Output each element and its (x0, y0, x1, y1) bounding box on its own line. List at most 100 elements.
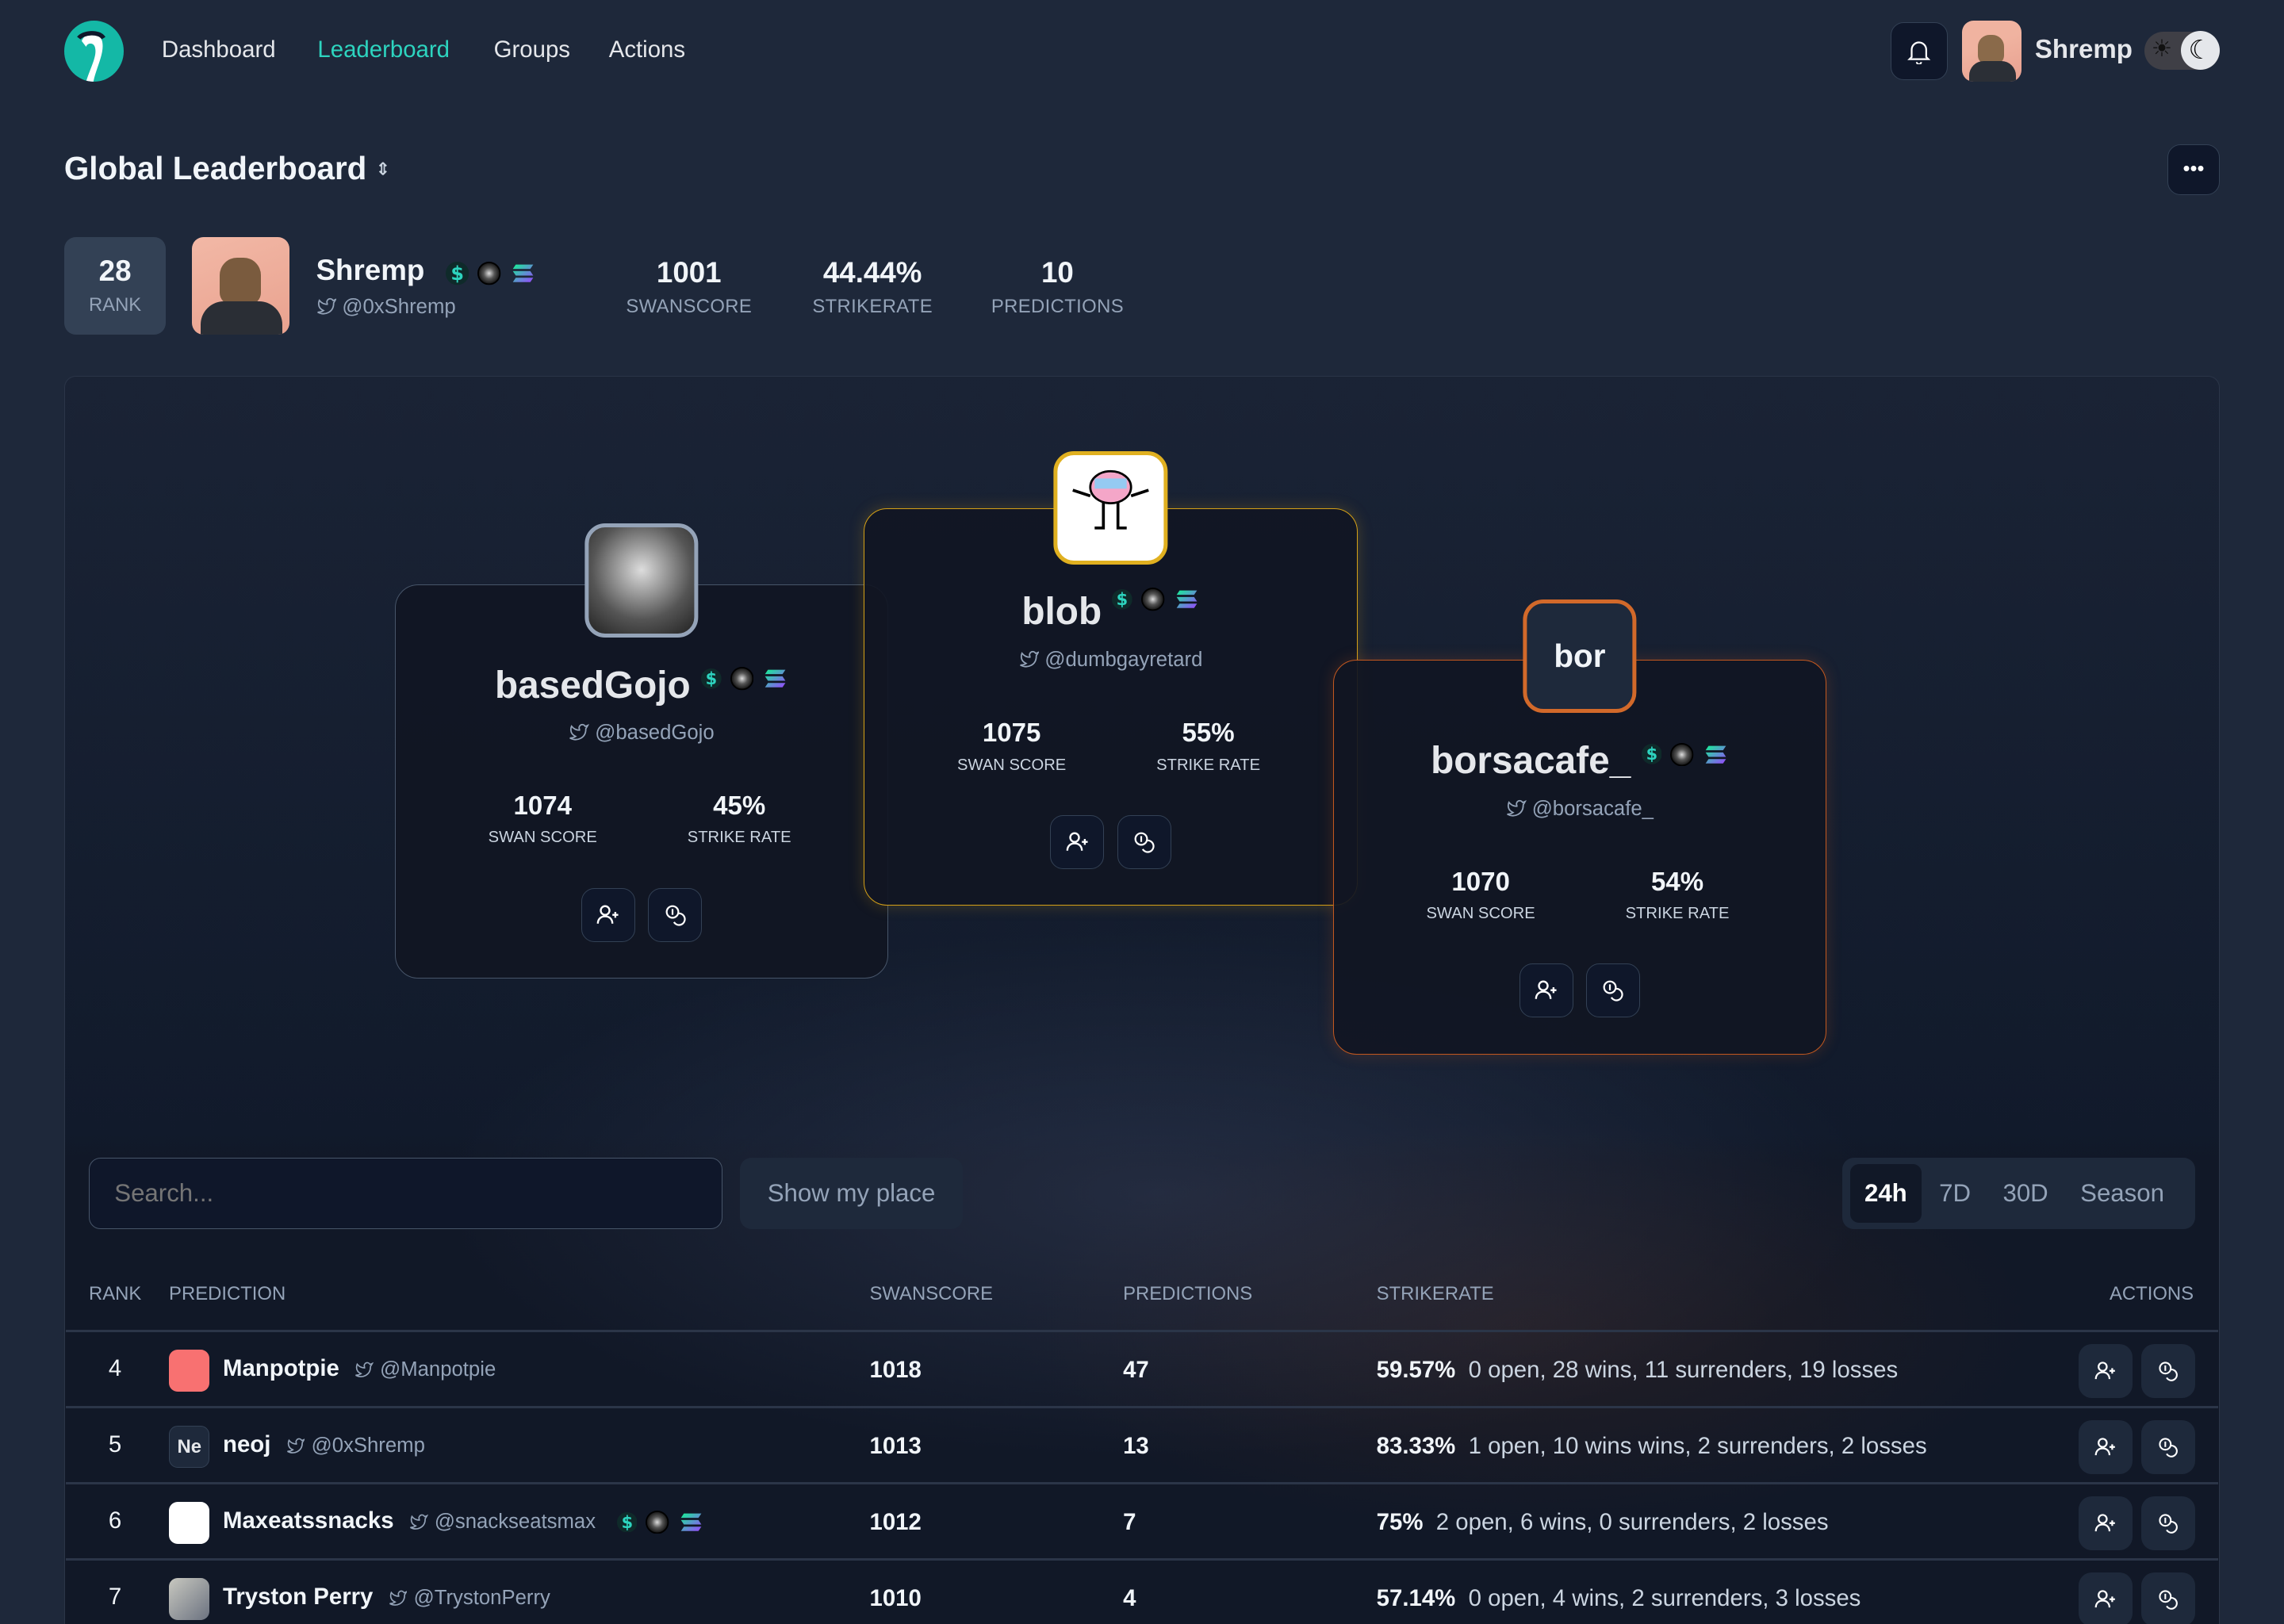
user-plus-icon (2094, 1588, 2117, 1611)
solana-badge-icon (678, 1511, 704, 1534)
row-player[interactable]: Tryston Perry @TrystonPerry (223, 1584, 550, 1611)
bet-button[interactable] (2140, 1419, 2195, 1474)
row-name: Maxeatssnacks (223, 1507, 394, 1534)
row-rank: 4 (108, 1355, 122, 1382)
rank-label: RANK (88, 293, 142, 316)
follow-button[interactable] (1050, 814, 1105, 869)
podium-strikerate: 45% (713, 791, 766, 822)
show-my-place-button[interactable]: Show my place (740, 1158, 964, 1230)
dollar-badge-icon (446, 262, 469, 285)
logo-icon[interactable] (63, 20, 125, 82)
badges (446, 262, 536, 285)
notifications-button[interactable] (1891, 21, 1948, 80)
table-row[interactable]: 6 Maxeatssnacks @snackseatsmax 1012 7 75… (65, 1482, 2219, 1558)
user-plus-icon (1535, 979, 1558, 1002)
user-avatar[interactable] (1962, 20, 2022, 82)
col-predictions[interactable]: PREDICTIONS (1123, 1283, 1253, 1305)
follow-button[interactable] (2078, 1572, 2133, 1624)
tab-30d[interactable]: 30D (2002, 1179, 2048, 1208)
podium-card-2: basedGojo @basedGojo 1074 SWAN SCORE 45% S… (394, 523, 889, 979)
row-strikerate: 57.14% 0 open, 4 wins, 2 surrenders, 3 l… (1376, 1585, 1861, 1612)
orb-badge-icon (1670, 743, 1693, 766)
coins-icon (2157, 1588, 2179, 1611)
orb-badge-icon (730, 667, 753, 690)
col-strikerate[interactable]: STRIKERATE (1376, 1283, 1494, 1305)
coins-icon (2157, 1360, 2179, 1382)
my-swanscore: 1001 SWANSCORE (626, 256, 753, 317)
nav-leaderboard[interactable]: Leaderboard (317, 36, 450, 63)
search-input[interactable] (89, 1158, 722, 1230)
nav-groups[interactable]: Groups (493, 36, 570, 63)
row-predictions: 13 (1123, 1433, 1149, 1460)
row-strikerate: 75% 2 open, 6 wins, 0 surrenders, 2 loss… (1376, 1509, 1829, 1536)
podium-swanscore: 1075 (982, 718, 1041, 749)
follow-button[interactable] (2078, 1343, 2133, 1398)
podium-card-1: blob @dumbgayretard 1075 SWAN SCORE 55% ST… (864, 450, 1358, 906)
follow-button[interactable] (581, 887, 635, 942)
follow-button[interactable] (2078, 1496, 2133, 1550)
stat-label: STRIKE RATE (1625, 904, 1730, 922)
col-swanscore[interactable]: SWANSCORE (869, 1283, 994, 1305)
coins-icon (664, 903, 687, 926)
my-avatar (192, 237, 290, 335)
podium-handle[interactable]: @basedGojo (396, 722, 888, 745)
bet-button[interactable] (2140, 1572, 2195, 1624)
badges (617, 1511, 704, 1534)
col-prediction[interactable]: PREDICTION (169, 1283, 286, 1305)
row-player[interactable]: Maxeatssnacks @snackseatsmax (223, 1507, 704, 1534)
dollar-badge-icon (1642, 744, 1662, 764)
twitter-icon (354, 1360, 374, 1379)
nav-dashboard[interactable]: Dashboard (161, 36, 276, 63)
my-handle[interactable]: @0xShremp (316, 296, 456, 319)
twitter-icon (409, 1512, 428, 1531)
my-strikerate: 44.44% STRIKERATE (812, 256, 933, 317)
dollar-badge-icon (701, 668, 722, 689)
twitter-icon (286, 1436, 305, 1455)
page-title[interactable]: Global Leaderboard ⇕ (63, 150, 391, 187)
tab-season[interactable]: Season (2080, 1179, 2165, 1208)
sun-icon: ☀ (2151, 36, 2173, 63)
stat-label: STRIKE RATE (687, 829, 791, 847)
row-player[interactable]: Manpotpie @Manpotpie (223, 1355, 496, 1382)
user-name[interactable]: Shremp (2034, 35, 2133, 65)
more-options-button[interactable]: ••• (2167, 144, 2221, 196)
table-row[interactable]: 5 Ne neoj @0xShremp 1013 13 83.33% 1 ope… (65, 1405, 2219, 1482)
podium-handle[interactable]: @dumbgayretard (864, 649, 1357, 672)
table-row[interactable]: 7 Tryston Perry @TrystonPerry 1010 4 57.… (65, 1558, 2219, 1624)
user-plus-icon (596, 903, 619, 926)
bet-button[interactable] (1117, 814, 1171, 869)
row-strikerate: 59.57% 0 open, 28 wins, 11 surrenders, 1… (1376, 1357, 1899, 1384)
my-name-row: Shremp (316, 254, 536, 287)
user-plus-icon (2094, 1512, 2117, 1534)
coins-icon (1132, 830, 1155, 853)
podium-handle[interactable]: @borsacafe_ (1334, 798, 1826, 821)
bet-button[interactable] (2140, 1343, 2195, 1398)
user-plus-icon (2094, 1436, 2117, 1458)
row-avatar: Ne (169, 1425, 210, 1469)
follow-button[interactable] (2078, 1419, 2133, 1474)
bet-button[interactable] (2140, 1496, 2195, 1550)
row-predictions: 47 (1123, 1357, 1149, 1384)
row-player[interactable]: neoj @0xShremp (223, 1431, 425, 1458)
coins-icon (2157, 1512, 2179, 1534)
solana-badge-icon (1703, 743, 1729, 766)
row-handle: @0xShremp (311, 1434, 425, 1457)
row-swanscore: 1010 (869, 1585, 922, 1612)
orb-badge-icon (646, 1511, 669, 1534)
bet-button[interactable] (1586, 963, 1641, 1017)
col-rank[interactable]: RANK (89, 1283, 142, 1305)
tab-7d[interactable]: 7D (1939, 1179, 1972, 1208)
row-predictions: 7 (1123, 1509, 1136, 1536)
twitter-icon (569, 722, 589, 742)
theme-toggle[interactable]: ☀ ☾ (2144, 30, 2221, 71)
row-detail: 2 open, 6 wins, 0 surrenders, 2 losses (1435, 1509, 1829, 1536)
follow-button[interactable] (1519, 963, 1573, 1017)
row-rank: 6 (108, 1507, 122, 1534)
nav-actions[interactable]: Actions (608, 36, 686, 63)
tab-24h[interactable]: 24h (1849, 1164, 1922, 1223)
bet-button[interactable] (648, 887, 703, 942)
row-detail: 1 open, 10 wins wins, 2 surrenders, 2 lo… (1468, 1433, 1927, 1460)
chevron-updown-icon: ⇕ (375, 159, 391, 179)
table-row[interactable]: 4 Manpotpie @Manpotpie 1018 47 59.57% 0 … (65, 1329, 2219, 1406)
row-name: Manpotpie (223, 1355, 339, 1382)
